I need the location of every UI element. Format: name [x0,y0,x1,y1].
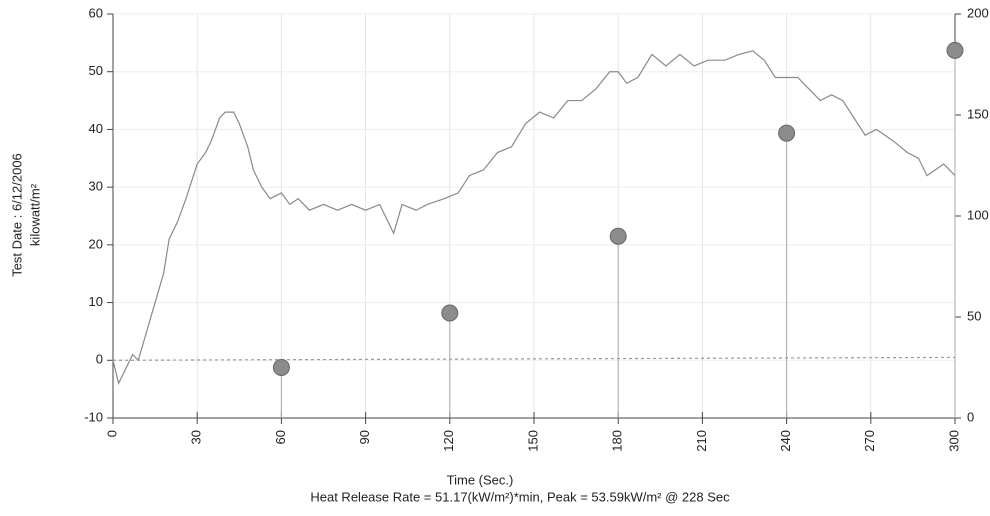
x-tick-label: 150 [525,430,540,452]
y-tick-label: 40 [89,121,103,136]
x-axis-label: Time (Sec.) [447,472,514,487]
point [946,41,964,59]
point [441,304,459,322]
y-tick-label: 30 [89,179,103,194]
y-tick-label: 0 [96,352,103,367]
y2-tick-label: 200 [967,5,989,20]
x-tick-label: 210 [694,430,709,452]
line [112,356,956,361]
x-tick-label: 270 [862,430,877,452]
chart-subtitle: Heat Release Rate = 51.17(kW/m²)*min, Pe… [310,489,730,504]
y-tick-label: 20 [89,236,103,251]
x-tick-label: 90 [357,430,372,444]
point [778,124,796,142]
y2-tick-label: 0 [967,409,974,424]
y-tick-label: 60 [89,5,103,20]
y-tick-label: 10 [89,294,103,309]
x-tick-label: 0 [104,430,119,437]
x-tick-label: 300 [946,430,961,452]
point [272,359,290,376]
x-tick-label: 120 [441,430,456,452]
point [609,227,627,245]
x-tick-label: 60 [273,430,288,444]
y-tick-label: -10 [84,409,103,424]
x-tick-label: 30 [189,430,204,444]
y-axis-label: Test Date : 6/12/2006 [9,153,24,277]
x-tick-label: 180 [610,430,625,452]
y2-tick-label: 100 [967,207,989,222]
line [112,50,956,386]
y-tick-label: 50 [89,63,103,78]
y-axis-label: kilowatt/m² [27,183,42,246]
x-tick-label: 240 [778,430,793,452]
y2-tick-label: 150 [967,106,989,121]
y2-tick-label: 50 [967,308,981,323]
